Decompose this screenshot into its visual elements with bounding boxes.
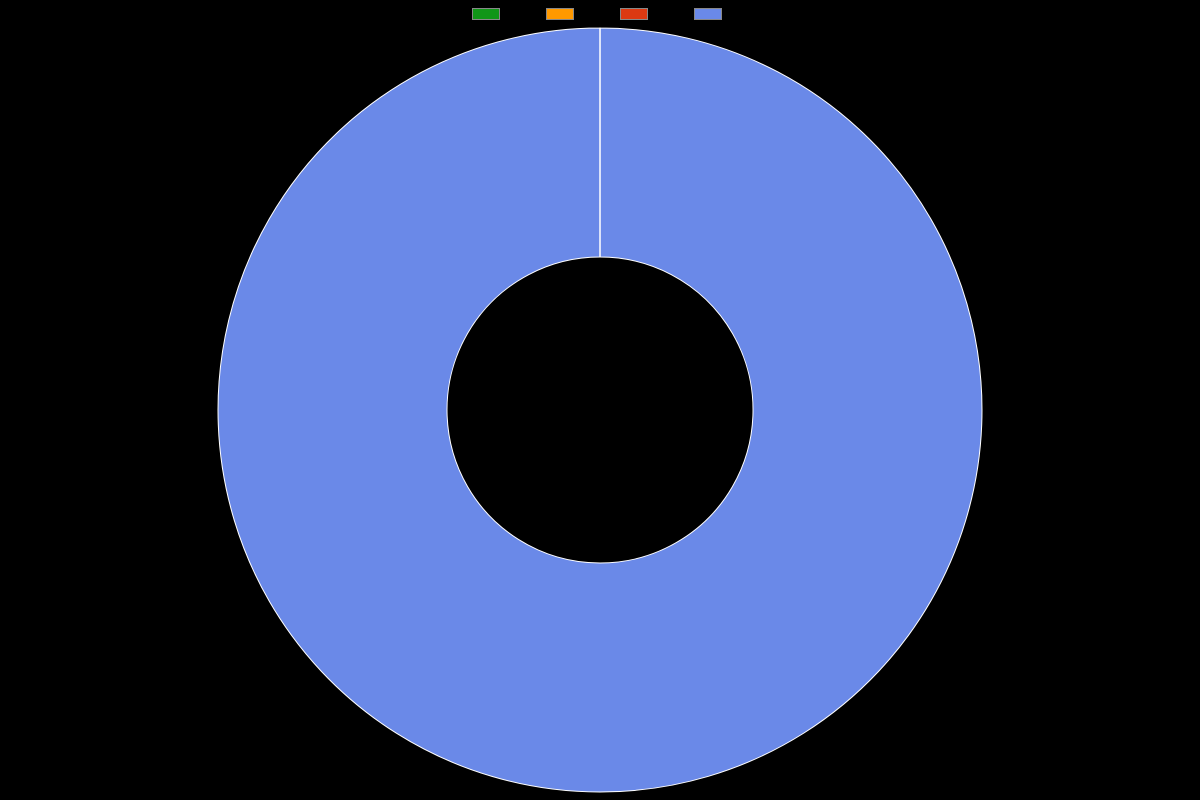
legend-swatch-1 [546,8,574,20]
legend-item-0[interactable] [472,8,506,20]
legend-item-2[interactable] [620,8,654,20]
chart-legend [472,8,728,20]
legend-swatch-0 [472,8,500,20]
legend-item-1[interactable] [546,8,580,20]
legend-swatch-3 [694,8,722,20]
legend-swatch-2 [620,8,648,20]
donut-chart-container [0,20,1200,800]
legend-item-3[interactable] [694,8,728,20]
donut-chart [0,20,1200,800]
